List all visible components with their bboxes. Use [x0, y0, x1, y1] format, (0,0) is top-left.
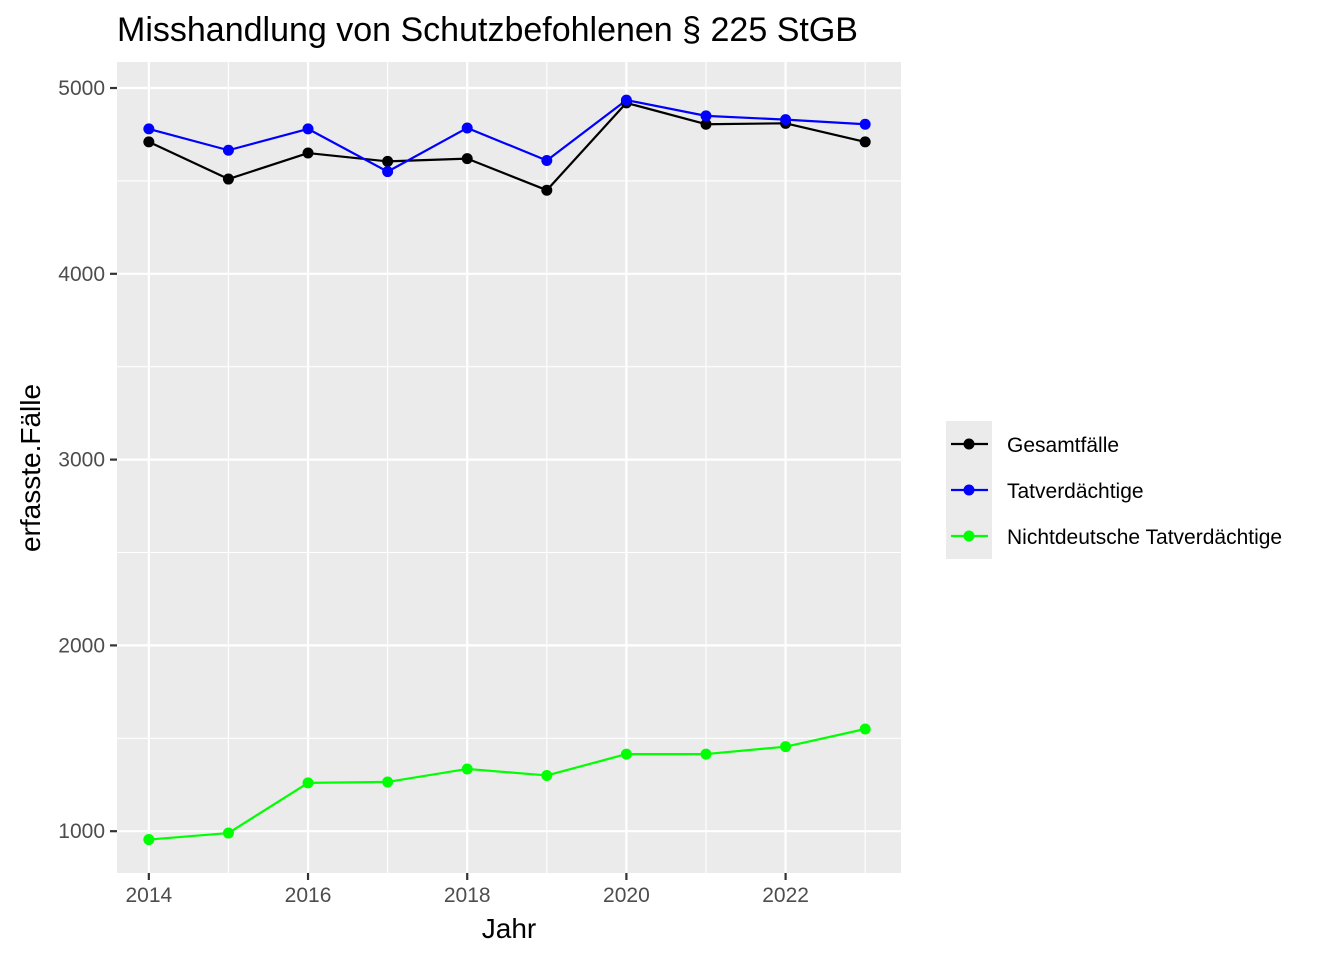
data-point	[382, 776, 394, 788]
legend: Gesamtfälle Tatverdächtige Nichtdeutsche T…	[946, 421, 1282, 559]
y-tick-label: 4000	[58, 263, 105, 286]
data-point	[382, 166, 394, 178]
data-point	[859, 723, 871, 735]
y-tick-label: 1000	[58, 820, 105, 843]
x-tick-label: 2016	[285, 884, 332, 907]
x-tick-label: 2022	[762, 884, 809, 907]
x-tick-label: 2014	[125, 884, 172, 907]
y-tick-label: 5000	[58, 77, 105, 100]
series-line-0	[148, 101, 866, 192]
data-point	[780, 741, 792, 753]
y-axis-title: erfasste.Fälle	[15, 384, 46, 552]
x-tick-label: 2020	[603, 884, 650, 907]
x-tick-label: 2018	[444, 884, 491, 907]
series-line-1	[148, 98, 866, 173]
data-point	[859, 118, 871, 130]
data-point	[302, 123, 314, 135]
series-lines	[148, 98, 866, 841]
legend-key-point	[963, 484, 975, 496]
series-points	[143, 94, 871, 846]
data-point	[620, 94, 632, 106]
chart-title: Misshandlung von Schutzbefohlenen § 225 …	[117, 11, 858, 49]
x-axis: 2014 2016 2018 2020 2022	[125, 873, 809, 907]
data-point	[222, 144, 234, 156]
data-point	[302, 777, 314, 789]
data-point	[302, 147, 314, 159]
legend-key-point	[963, 438, 975, 450]
major-gridlines	[117, 62, 901, 873]
data-point	[222, 173, 234, 185]
data-point	[620, 748, 632, 760]
legend-label: Nichtdeutsche Tatverdächtige	[1007, 526, 1282, 549]
data-point	[780, 114, 792, 126]
data-point	[700, 748, 712, 760]
data-point	[461, 153, 473, 165]
y-axis: 1000 2000 3000 4000 5000	[58, 77, 117, 843]
legend-label: Tatverdächtige	[1007, 480, 1144, 503]
legend-label: Gesamtfälle	[1007, 434, 1119, 457]
data-point	[222, 827, 234, 839]
data-point	[700, 118, 712, 130]
series-line-2	[148, 727, 866, 841]
data-point	[143, 123, 155, 135]
data-point	[541, 154, 553, 166]
data-point	[461, 122, 473, 134]
y-tick-label: 3000	[58, 449, 105, 472]
data-point	[143, 136, 155, 148]
data-point	[700, 110, 712, 122]
data-point	[541, 184, 553, 196]
data-point	[541, 769, 553, 781]
data-point	[461, 763, 473, 775]
legend-key-point	[963, 530, 975, 542]
data-point	[859, 136, 871, 148]
data-point	[382, 155, 394, 167]
x-axis-title: Jahr	[482, 913, 536, 944]
data-point	[143, 834, 155, 846]
y-tick-label: 2000	[58, 634, 105, 657]
minor-gridlines	[117, 62, 901, 873]
